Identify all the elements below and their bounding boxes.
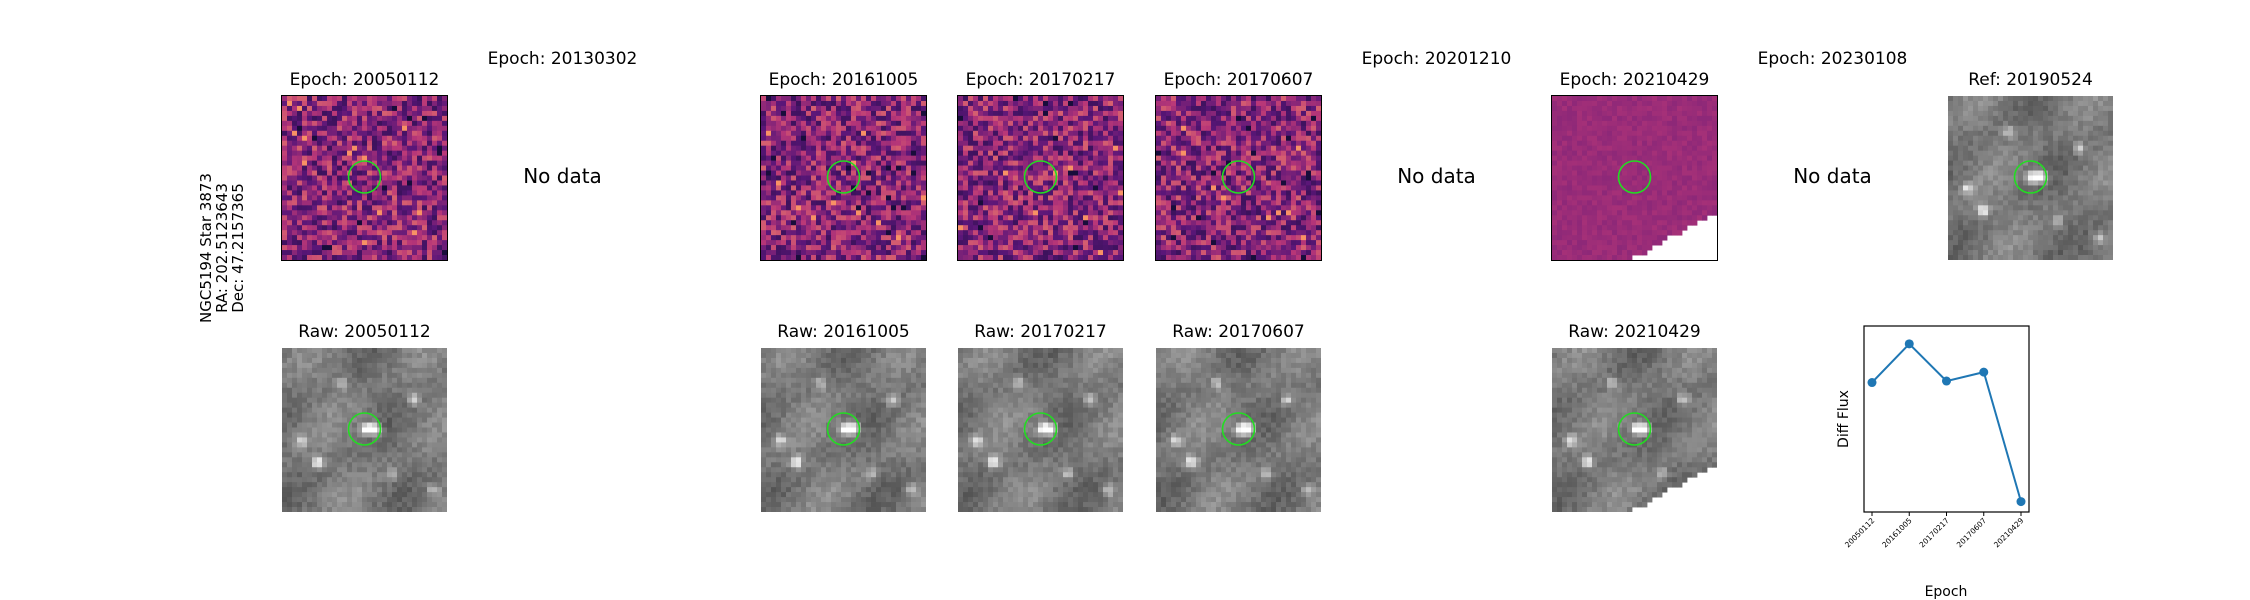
data-point bbox=[1942, 377, 1951, 386]
object-name: NGC5194 Star 3873 bbox=[198, 138, 214, 358]
panel-title: Epoch: 20161005 bbox=[769, 70, 919, 90]
data-point bbox=[1905, 339, 1914, 348]
difference-image bbox=[1156, 96, 1321, 260]
data-point bbox=[1979, 368, 1988, 377]
panel-title: Raw: 20161005 bbox=[777, 322, 910, 342]
reference-image bbox=[1948, 96, 2113, 260]
difference-image bbox=[1552, 96, 1717, 260]
panel-title: Raw: 20170607 bbox=[1172, 322, 1305, 342]
data-point bbox=[1868, 378, 1877, 387]
raw-image bbox=[282, 348, 447, 512]
row-label: NGC5194 Star 3873 RA: 202.5123643 Dec: 4… bbox=[198, 138, 246, 358]
x-tick-group: 20050112 20161005 20170217 20170607 20210429 bbox=[1843, 512, 2026, 549]
dec-coordinate: Dec: 47.2157365 bbox=[230, 138, 246, 358]
data-point bbox=[2017, 497, 2026, 506]
difference-image bbox=[282, 96, 447, 260]
x-tick-label: 20161005 bbox=[1880, 516, 1914, 550]
panel-title: Raw: 20170217 bbox=[974, 322, 1107, 342]
y-axis-label: Diff Flux bbox=[1836, 390, 1852, 448]
plot-frame bbox=[1864, 326, 2029, 512]
panel-title: Epoch: 20050112 bbox=[290, 70, 440, 90]
panel-title: Epoch: 20130302 bbox=[488, 49, 638, 69]
raw-image bbox=[1156, 348, 1321, 512]
raw-image bbox=[1552, 348, 1717, 512]
series-group bbox=[1868, 339, 2026, 506]
panel-title: Epoch: 20201210 bbox=[1362, 49, 1512, 69]
panel-title: Ref: 20190524 bbox=[1968, 70, 2093, 90]
difference-image bbox=[761, 96, 926, 260]
no-data-label: No data bbox=[523, 164, 602, 188]
raw-image bbox=[761, 348, 926, 512]
panel-title: Raw: 20210429 bbox=[1568, 322, 1701, 342]
raw-image bbox=[958, 348, 1123, 512]
x-tick-label: 20050112 bbox=[1843, 516, 1877, 550]
panel-title: Epoch: 20170217 bbox=[966, 70, 1116, 90]
x-axis-label: Epoch bbox=[1925, 584, 1968, 600]
panel-title: Raw: 20050112 bbox=[298, 322, 431, 342]
panel-title: Epoch: 20170607 bbox=[1164, 70, 1314, 90]
x-tick-label: 20170607 bbox=[1955, 516, 1989, 550]
no-data-label: No data bbox=[1397, 164, 1476, 188]
ra-coordinate: RA: 202.5123643 bbox=[214, 138, 230, 358]
panel-title: Epoch: 20210429 bbox=[1560, 70, 1710, 90]
x-tick-label: 20170217 bbox=[1918, 516, 1952, 550]
x-tick-label: 20210429 bbox=[1992, 516, 2026, 550]
difference-image bbox=[958, 96, 1123, 260]
diff-flux-lightcurve: 20050112 20161005 20170217 20170607 20210429… bbox=[1830, 316, 2040, 600]
panel-title: Epoch: 20230108 bbox=[1758, 49, 1908, 69]
no-data-label: No data bbox=[1793, 164, 1872, 188]
series-line bbox=[1872, 344, 2021, 502]
